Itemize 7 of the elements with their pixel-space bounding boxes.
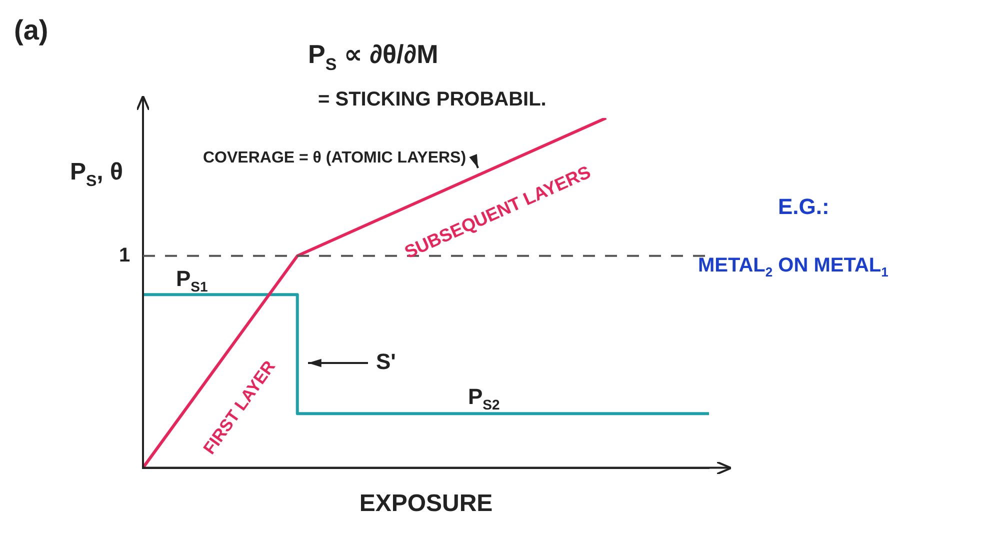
ref-line-label: 1 (119, 244, 130, 266)
annotation: COVERAGE = θ (ATOMIC LAYERS) (203, 149, 466, 166)
annotation: S' (376, 349, 396, 374)
x-axis-title: EXPOSURE (359, 490, 493, 518)
text: E.G.: (778, 194, 830, 220)
text: = STICKING PROBABIL. (318, 88, 546, 111)
chart-title: (a) (14, 14, 48, 46)
